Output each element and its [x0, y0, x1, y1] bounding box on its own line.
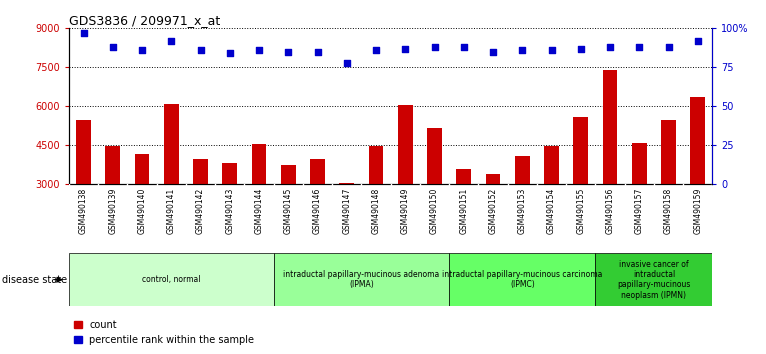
- Bar: [368, 147, 383, 184]
- Bar: [310, 159, 325, 184]
- Text: GSM490142: GSM490142: [196, 188, 205, 234]
- Text: GSM490147: GSM490147: [342, 188, 352, 234]
- Bar: [603, 70, 617, 184]
- Bar: [632, 143, 647, 184]
- Point: [224, 50, 236, 56]
- Bar: [661, 120, 676, 184]
- Text: GSM490150: GSM490150: [430, 188, 439, 234]
- Text: GSM490152: GSM490152: [489, 188, 498, 234]
- Text: control, normal: control, normal: [142, 275, 201, 284]
- Point: [692, 38, 704, 44]
- Point: [370, 47, 382, 53]
- Bar: [273, 253, 449, 306]
- Text: GSM490146: GSM490146: [313, 188, 322, 234]
- Bar: [339, 183, 354, 184]
- Text: GSM490139: GSM490139: [108, 188, 117, 234]
- Point: [428, 44, 440, 50]
- Text: GSM490138: GSM490138: [79, 188, 88, 234]
- Text: GSM490141: GSM490141: [167, 188, 176, 234]
- Point: [663, 44, 675, 50]
- Text: intraductal papillary-mucinous carcinoma
(IPMC): intraductal papillary-mucinous carcinoma…: [442, 270, 603, 289]
- Text: GSM490155: GSM490155: [576, 188, 585, 234]
- Text: GSM490159: GSM490159: [693, 188, 702, 234]
- Text: intraductal papillary-mucinous adenoma
(IPMA): intraductal papillary-mucinous adenoma (…: [283, 270, 440, 289]
- Bar: [544, 147, 559, 184]
- Text: GSM490149: GSM490149: [401, 188, 410, 234]
- Bar: [574, 116, 588, 184]
- Bar: [222, 163, 237, 184]
- Point: [604, 44, 616, 50]
- Point: [457, 44, 470, 50]
- Bar: [398, 105, 413, 184]
- Point: [399, 46, 411, 51]
- Text: GSM490156: GSM490156: [605, 188, 614, 234]
- Point: [77, 30, 90, 36]
- Bar: [77, 120, 91, 184]
- Text: GSM490143: GSM490143: [225, 188, 234, 234]
- Text: GSM490140: GSM490140: [138, 188, 146, 234]
- Text: GDS3836 / 209971_x_at: GDS3836 / 209971_x_at: [69, 14, 220, 27]
- Text: invasive cancer of
intraductal
papillary-mucinous
neoplasm (IPMN): invasive cancer of intraductal papillary…: [617, 259, 691, 300]
- Point: [574, 46, 587, 51]
- Bar: [457, 169, 471, 184]
- Point: [282, 49, 294, 55]
- Bar: [135, 154, 149, 184]
- Text: GSM490157: GSM490157: [635, 188, 643, 234]
- Bar: [515, 155, 529, 184]
- Text: GSM490158: GSM490158: [664, 188, 673, 234]
- Point: [487, 49, 499, 55]
- Point: [253, 47, 265, 53]
- Bar: [106, 147, 120, 184]
- Bar: [252, 144, 267, 184]
- Text: GSM490148: GSM490148: [372, 188, 381, 234]
- Bar: [690, 97, 705, 184]
- Point: [312, 49, 324, 55]
- Text: GSM490145: GSM490145: [283, 188, 293, 234]
- Bar: [69, 253, 273, 306]
- Bar: [449, 253, 595, 306]
- Text: GSM490153: GSM490153: [518, 188, 527, 234]
- Point: [106, 44, 119, 50]
- Bar: [427, 128, 442, 184]
- Point: [341, 60, 353, 65]
- Point: [516, 47, 529, 53]
- Legend: count, percentile rank within the sample: count, percentile rank within the sample: [74, 320, 254, 345]
- Bar: [281, 165, 296, 184]
- Point: [633, 44, 646, 50]
- Text: GSM490144: GSM490144: [254, 188, 264, 234]
- Text: GSM490151: GSM490151: [460, 188, 468, 234]
- Point: [136, 47, 148, 53]
- Text: GSM490154: GSM490154: [547, 188, 556, 234]
- Point: [195, 47, 207, 53]
- Bar: [164, 104, 178, 184]
- Point: [545, 47, 558, 53]
- Bar: [595, 253, 712, 306]
- Point: [165, 38, 178, 44]
- Text: disease state: disease state: [2, 275, 67, 285]
- Bar: [193, 159, 208, 184]
- Bar: [486, 174, 500, 184]
